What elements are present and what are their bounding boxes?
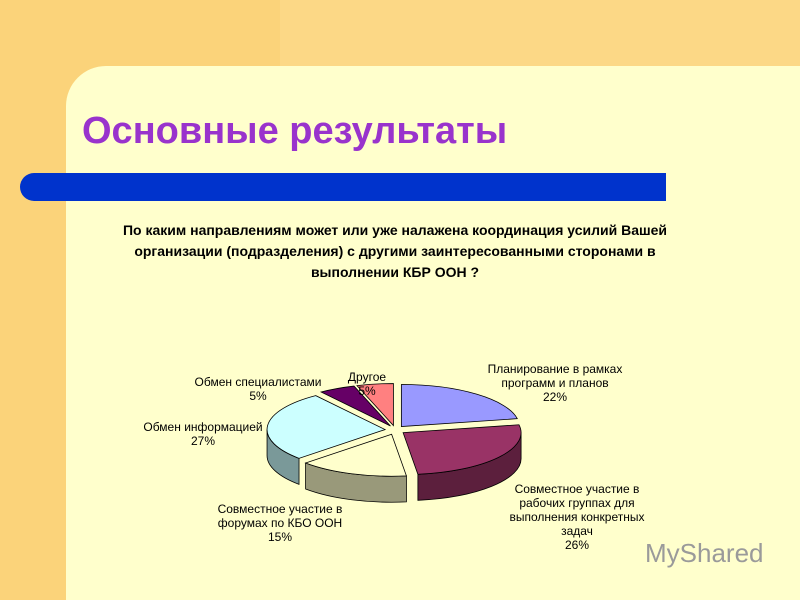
category-label: Другое [347,370,387,384]
category-label: Планирование в рамках программ и планов [487,362,623,390]
pie-slice [356,383,394,427]
pie-slice [304,433,407,477]
value-label: 15% [267,530,293,544]
pie-slice [266,395,387,459]
category-label: Обмен информацией [143,420,263,434]
data-label: Обмен информацией 27% [133,420,273,448]
category-label: Совместное участие в форумах по КБО ООН [217,502,343,530]
value-label: 5% [358,384,376,398]
blue-bar [20,173,666,201]
data-label: Планирование в рамках программ и планов 2… [470,362,640,404]
watermark: MyShared [645,538,764,568]
pie-slice [319,385,391,427]
pie-slice [400,384,518,427]
content-panel [66,66,800,600]
value-label: 26% [564,538,590,552]
category-label: Совместное участие в рабочих группах для… [509,482,645,538]
category-label: Обмен специалистами [194,375,322,389]
data-label: Совместное участие в рабочих группах для… [497,482,657,552]
value-label: 27% [190,434,216,448]
value-label: 5% [249,389,267,403]
pie-slice [402,424,522,475]
chart-title: По каким направлениям может или уже нала… [122,222,668,280]
value-label: 22% [542,390,568,404]
data-label: Совместное участие в форумах по КБО ООН 1… [205,502,355,544]
data-label: Обмен специалистами 5% [193,375,323,403]
slide-title: Основные результаты [82,110,508,152]
data-label: Другое 5% [337,370,397,398]
